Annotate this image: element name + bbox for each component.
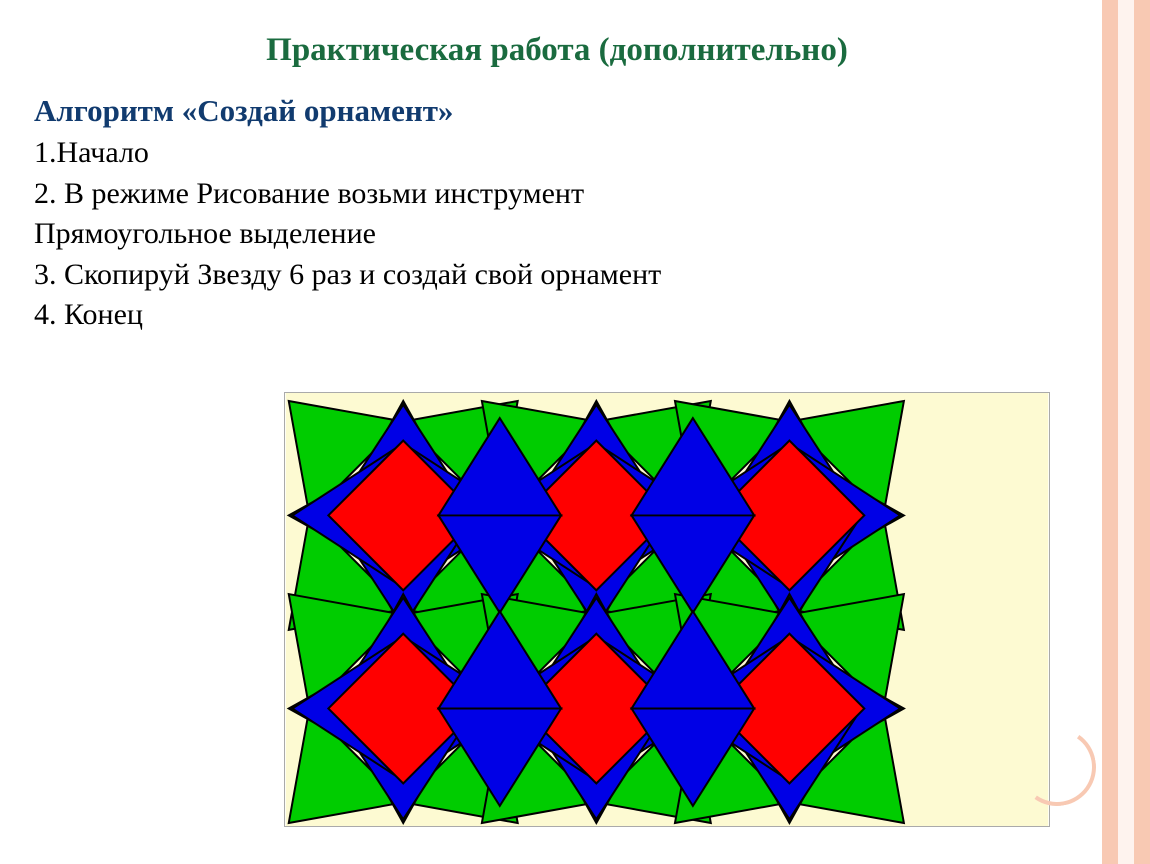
algorithm-steps: 1.Начало2. В режиме Рисование возьми инс… xyxy=(34,133,1080,336)
content-area: Практическая работа (дополнительно) Алго… xyxy=(34,32,1080,336)
algorithm-step: 2. В режиме Рисование возьми инструмент xyxy=(34,174,1080,215)
algorithm-step: 4. Конец xyxy=(34,295,1080,336)
algorithm-subtitle: Алгоритм «Создай орнамент» xyxy=(34,93,1080,129)
stripe-2 xyxy=(1118,0,1134,864)
stripe-3 xyxy=(1134,0,1150,864)
side-accent-stripes xyxy=(1102,0,1150,864)
algorithm-step: Прямоугольное выделение xyxy=(34,214,1080,255)
slide: Практическая работа (дополнительно) Алго… xyxy=(0,0,1150,864)
algorithm-step: 1.Начало xyxy=(34,133,1080,174)
algorithm-step: 3. Скопируй Звезду 6 раз и создай свой о… xyxy=(34,255,1080,296)
page-title: Практическая работа (дополнительно) xyxy=(34,32,1080,69)
ornament-figure xyxy=(284,392,1050,827)
stripe-1 xyxy=(1102,0,1118,864)
